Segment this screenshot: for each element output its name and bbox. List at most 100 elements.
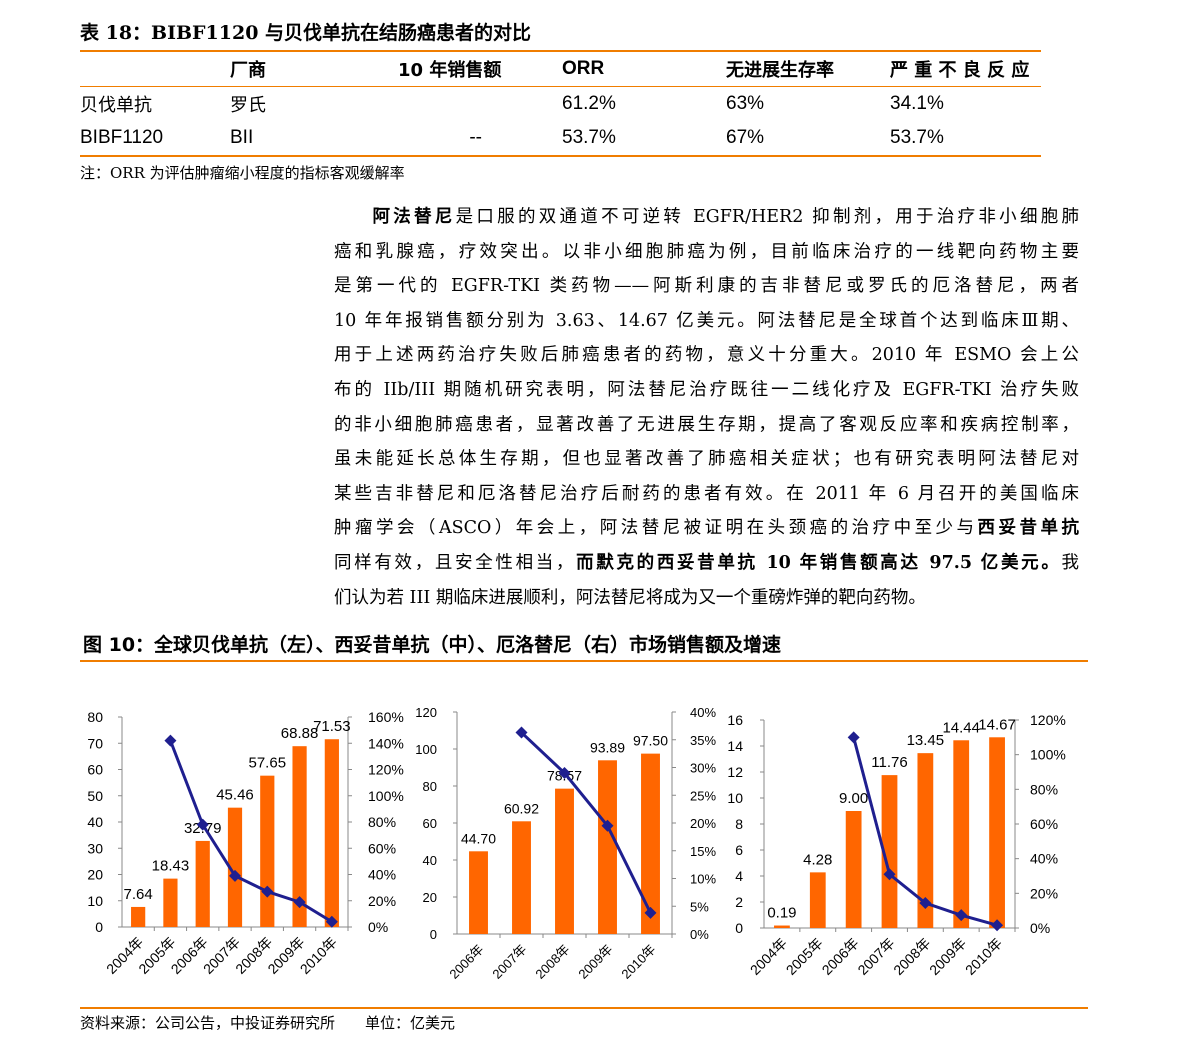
bar-value-label: 13.45	[907, 732, 945, 749]
text-run: 是第一代的 EGFR-TKI 类药物——阿斯利康的吉非替尼或罗氏的厄洛替尼，两者	[334, 276, 1079, 297]
paragraph-line: 肿瘤学会（ASCO）年会上，阿法替尼被证明在头颈癌的治疗中至少与西妥昔单抗	[334, 511, 1079, 546]
bar-value-label: 93.89	[590, 739, 625, 755]
y2-tick-label: 5%	[690, 899, 709, 914]
y-tick-label: 40	[87, 814, 103, 830]
y2-tick-label: 60%	[1030, 816, 1058, 832]
paragraph-line: 阿法替尼是口服的双通道不可逆转 EGFR/HER2 抑制剂，用于治疗非小细胞肺	[334, 200, 1080, 235]
growth-point	[229, 869, 241, 882]
y-tick-label: 2	[735, 894, 743, 910]
growth-point	[919, 897, 932, 910]
y-tick-label: 20	[87, 867, 103, 883]
chart-2: 0 20 40 60 80 100 120 0% 5% 10% 15% 20% 25% 30% 35% 40%…	[415, 705, 716, 982]
bar	[598, 760, 617, 934]
source-rule	[80, 1007, 1088, 1009]
x-tick-label: 2008年	[532, 942, 572, 982]
paragraph-line: 癌和乳腺癌，疗效突出。以非小细胞肺癌为例，目前临床治疗的一线靶向药物主要	[334, 235, 1079, 270]
y-tick-label: 100	[415, 742, 437, 757]
y2-tick-label: 80%	[368, 814, 396, 830]
y-tick-label: 40	[423, 853, 437, 868]
x-tick-label: 2009年	[926, 935, 969, 978]
bold-text: 阿法替尼	[372, 207, 456, 227]
table-row: BIBF1120 BII -- 53.7% 67% 53.7%	[80, 121, 1041, 155]
growth-point	[196, 818, 209, 831]
y-tick-label: 8	[735, 816, 743, 832]
bar	[774, 925, 790, 928]
y2-tick-label: 0%	[368, 919, 388, 935]
table-row: 贝伐单抗 罗氏 61.2% 63% 34.1%	[80, 86, 1041, 122]
y-tick-label: 30	[87, 840, 103, 856]
bar	[260, 775, 275, 927]
bar	[881, 775, 898, 928]
x-tick-label: 2009年	[575, 942, 615, 982]
growth-line	[520, 731, 652, 914]
bar-value-label: 71.53	[313, 718, 351, 735]
bar-value-label: 97.50	[633, 733, 668, 749]
bar-value-label: 60.92	[504, 800, 539, 816]
y-tick-label: 60	[423, 816, 437, 831]
growth-point	[164, 734, 177, 747]
text-run: 10 年年报销售额分别为 3.63、14.67 亿美元。阿法替尼是全球首个达到临…	[334, 310, 1079, 331]
y2-tick-label: 40%	[368, 867, 396, 883]
y-tick-label: 6	[735, 842, 743, 858]
text-run: 是口服的双通道不可逆转 EGFR/HER2 抑制剂，用于治疗非小细胞肺	[455, 207, 1079, 227]
table-cell: 贝伐单抗	[80, 95, 152, 116]
y-tick-label: 60	[87, 762, 103, 778]
y-tick-label: 12	[727, 764, 743, 780]
y-tick-label: 80	[87, 709, 103, 725]
growth-point	[601, 819, 614, 832]
bar-value-label: 45.46	[216, 787, 254, 804]
table-cell: 34.1%	[890, 93, 944, 114]
table-header-cell: 厂商	[230, 60, 266, 81]
bar-value-label: 7.64	[124, 886, 153, 903]
bar-value-label: 11.76	[871, 754, 907, 771]
y2-tick-label: 20%	[368, 893, 396, 909]
x-tick-label: 2007年	[854, 935, 897, 978]
source-note: 资料来源：公司公告，中投证券研究所 单位：亿美元	[80, 1014, 456, 1032]
table-header-cell: 10 年销售额	[398, 60, 502, 81]
y2-tick-label: 160%	[368, 709, 404, 725]
text-run: 的非小细胞肺癌患者，显著改善了无进展生存期，提高了客观反应率和疾病控制率，	[334, 414, 1079, 435]
x-tick-label: 2004年	[747, 935, 790, 978]
chart-1: 0 10 20 30 40 50 60 70 80 0% 20% 40% 60% 80% 100% 120% 1…	[87, 709, 403, 977]
y-tick-label: 0	[735, 920, 743, 936]
bar-value-label: 44.70	[461, 830, 496, 846]
y-tick-label: 4	[735, 868, 743, 884]
text-run: 虽未能延长总体生存期，但也显著改善了肺癌相关症状；也有研究表明阿法替尼对	[334, 449, 1079, 470]
bar	[163, 878, 178, 927]
bar	[917, 753, 934, 928]
x-tick-label: 2010年	[618, 942, 658, 982]
paragraph-line: 10 年年报销售额分别为 3.63、14.67 亿美元。阿法替尼是全球首个达到临…	[334, 304, 1079, 339]
paragraph-line: 同样有效，且安全性相当，而默克的西妥昔单抗 10 年销售额高达 97.5 亿美元…	[334, 546, 1079, 581]
table-cell: BIBF1120	[80, 127, 164, 148]
bar-value-label: 9.00	[839, 790, 868, 807]
y2-tick-label: 15%	[690, 844, 716, 859]
bar	[641, 753, 660, 934]
text-run: 用于上述两药治疗失败后肺癌患者的药物，意义十分重大。2010 年 ESMO 会上…	[334, 345, 1079, 366]
table-cell: 67%	[726, 127, 765, 148]
bar	[953, 740, 970, 928]
text-run: 同样有效，且安全性相当，	[334, 552, 577, 573]
paragraph-line: 是第一代的 EGFR-TKI 类药物——阿斯利康的吉非替尼或罗氏的厄洛替尼，两者	[334, 269, 1079, 304]
x-tick-label: 2008年	[890, 935, 933, 978]
figure-caption-rule	[80, 660, 1088, 662]
y2-tick-label: 0%	[690, 927, 709, 942]
y-tick-label: 80	[423, 779, 437, 794]
y2-tick-label: 100%	[368, 788, 404, 804]
table-header-cell: ORR	[562, 58, 605, 79]
table-cell	[398, 87, 562, 122]
y2-tick-label: 60%	[368, 840, 396, 856]
growth-point	[847, 731, 860, 744]
paragraph-line: 布的 IIb/III 期随机研究表明，阿法替尼治疗既往一二线化疗及 EGFR-T…	[334, 373, 1079, 408]
bar	[555, 788, 574, 934]
bar-value-label: 68.88	[281, 725, 319, 742]
bar	[512, 821, 531, 934]
growth-point	[325, 915, 338, 928]
text-run: 我	[1061, 552, 1079, 573]
table-cell: 53.7%	[562, 127, 616, 148]
bold-text: 而默克的西妥昔单抗 10 年销售额高达 97.5 亿美元。	[576, 552, 1062, 573]
table-header-cell: 严 重 不 良 反 应	[890, 60, 1030, 81]
y-tick-label: 16	[727, 712, 743, 728]
x-tick-label: 2010年	[297, 934, 340, 977]
table-header-cell: 无进展生存率	[726, 60, 834, 81]
paragraph-line: 用于上述两药治疗失败后肺癌患者的药物，意义十分重大。2010 年 ESMO 会上…	[334, 338, 1079, 373]
